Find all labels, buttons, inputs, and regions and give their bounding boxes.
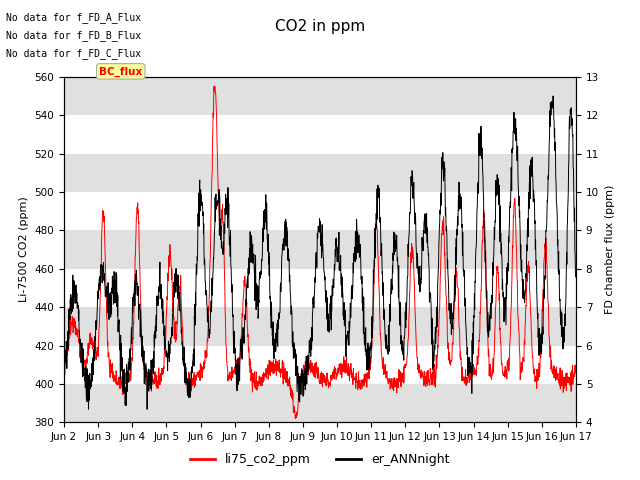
Bar bbox=[64, 269, 576, 307]
Text: No data for f_FD_C_Flux: No data for f_FD_C_Flux bbox=[6, 48, 141, 60]
Bar bbox=[64, 307, 576, 346]
Y-axis label: FD chamber flux (ppm): FD chamber flux (ppm) bbox=[605, 185, 614, 314]
Bar bbox=[64, 384, 576, 422]
Text: CO2 in ppm: CO2 in ppm bbox=[275, 19, 365, 34]
Text: BC_flux: BC_flux bbox=[99, 66, 143, 76]
Legend: li75_co2_ppm, er_ANNnight: li75_co2_ppm, er_ANNnight bbox=[186, 448, 454, 471]
Bar bbox=[64, 154, 576, 192]
Bar bbox=[64, 346, 576, 384]
Bar bbox=[64, 115, 576, 154]
Y-axis label: Li-7500 CO2 (ppm): Li-7500 CO2 (ppm) bbox=[19, 197, 29, 302]
Bar bbox=[64, 230, 576, 269]
Text: No data for f_FD_B_Flux: No data for f_FD_B_Flux bbox=[6, 30, 141, 41]
Bar bbox=[64, 192, 576, 230]
Text: No data for f_FD_A_Flux: No data for f_FD_A_Flux bbox=[6, 12, 141, 23]
Bar bbox=[64, 77, 576, 115]
